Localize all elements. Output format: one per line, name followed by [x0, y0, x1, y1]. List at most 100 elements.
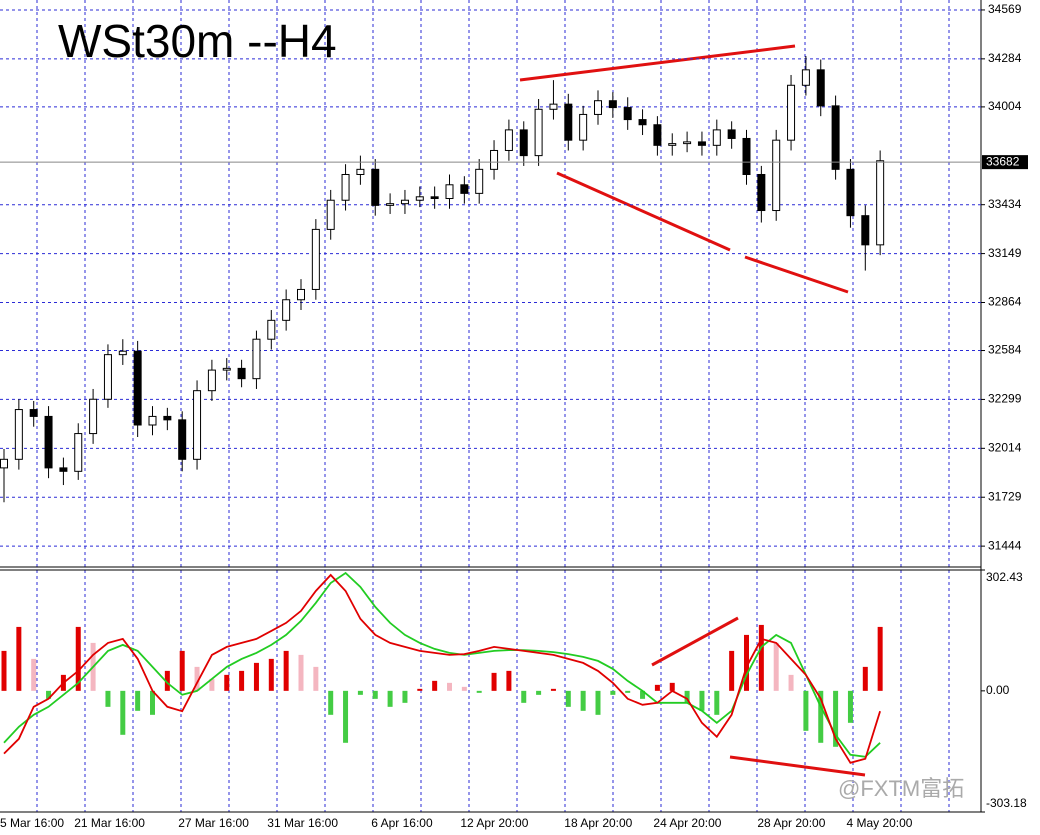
histogram-bar [788, 674, 794, 691]
y-tick-label: 34284 [988, 51, 1022, 65]
histogram-bar [699, 690, 705, 711]
y-tick-label: 31729 [988, 489, 1022, 503]
histogram-bar [521, 690, 527, 703]
histogram-bar [357, 690, 363, 695]
x-tick-label: 31 Mar 16:00 [267, 816, 338, 830]
candle-body [207, 369, 216, 392]
candle-body [267, 319, 276, 340]
histogram-bar [209, 678, 215, 691]
candle-body [831, 105, 840, 170]
histogram-bar [283, 650, 289, 691]
candle-body [490, 149, 499, 170]
histogram-bar [105, 690, 111, 707]
histogram-bar [847, 690, 853, 723]
x-tick-label: 4 May 20:00 [846, 816, 912, 830]
current-price-box [982, 155, 1028, 170]
chart-title: WSt30m --H4 [58, 15, 337, 67]
histogram-bar [491, 672, 497, 691]
histogram-bar [714, 690, 720, 715]
trend-line [729, 755, 866, 777]
histogram-bar [417, 688, 423, 691]
candle-body [356, 168, 365, 175]
y-tick-label: -303.18 [986, 796, 1027, 810]
candle-body [742, 137, 751, 175]
candle-body [608, 100, 617, 109]
x-tick-label: 27 Mar 16:00 [178, 816, 249, 830]
histogram-bar [862, 666, 868, 691]
histogram-bar [75, 626, 81, 691]
candle-body [787, 84, 796, 141]
histogram-bar [654, 684, 660, 691]
histogram-bar [253, 662, 259, 691]
annotations [519, 44, 866, 777]
candle-body [326, 199, 335, 230]
histogram-bar [625, 690, 631, 693]
candle-body [668, 143, 677, 146]
histogram-bar [744, 634, 749, 691]
histogram-bar [536, 690, 542, 695]
x-tick-label: 24 Apr 20:00 [653, 816, 721, 830]
candle-body [148, 415, 157, 426]
trend-line [519, 44, 796, 82]
histogram-bar [224, 674, 230, 691]
candle-body [579, 113, 588, 141]
histogram-bar [684, 690, 690, 703]
candle-body [386, 203, 395, 206]
candle-body [178, 419, 187, 460]
candle-body [0, 458, 8, 469]
histogram-bar [31, 658, 37, 691]
histogram-bar [402, 690, 408, 703]
candle-body [118, 350, 127, 356]
candle-body [623, 107, 632, 121]
x-tick-label: 18 Apr 20:00 [564, 816, 632, 830]
histogram-bar [387, 690, 393, 707]
y-tick-label: 34004 [988, 99, 1022, 113]
histogram-bar [343, 690, 349, 743]
candle-body [252, 338, 261, 380]
histogram-bar [729, 650, 735, 691]
candle-body [237, 367, 246, 380]
trend-line [651, 616, 739, 667]
histogram-bar [164, 670, 170, 691]
candle-body [564, 103, 573, 141]
histogram-bar [239, 670, 245, 691]
histogram-bar [1, 650, 7, 691]
histogram-bar [640, 690, 646, 699]
candle-body [846, 168, 855, 217]
candle-body [772, 139, 781, 212]
candle-body [816, 69, 825, 107]
histogram-bar [328, 690, 334, 715]
histogram-bar [580, 690, 586, 711]
trend-line [744, 255, 849, 294]
macd-line [3, 573, 881, 764]
candle-body [282, 299, 291, 321]
histogram-bar [268, 658, 274, 691]
candle-body [44, 415, 53, 469]
candle-body [400, 199, 409, 205]
candle-body [757, 173, 766, 212]
y-tick-label: 32584 [988, 343, 1022, 357]
candle-body [297, 288, 305, 301]
watermark: @FXTM富拓 [838, 776, 964, 801]
y-tick-label: 302.43 [986, 570, 1023, 584]
x-tick-label: 6 Apr 16:00 [371, 816, 433, 830]
candle-body [876, 160, 885, 246]
trend-line [556, 171, 731, 252]
y-tick-label: 32014 [988, 441, 1022, 455]
candle-body [445, 184, 454, 200]
histogram-bar [877, 626, 883, 691]
histogram-bar [432, 680, 438, 691]
candle-body [519, 129, 528, 157]
histogram-bar [773, 642, 779, 691]
histogram-bar [298, 654, 304, 691]
histogram-bar [120, 690, 126, 735]
candle-body [861, 215, 870, 246]
histogram-bar [803, 690, 809, 731]
candle-body [415, 196, 424, 201]
histogram-bar [565, 690, 571, 707]
histogram-bar [595, 690, 601, 715]
candle-body [534, 108, 543, 157]
candle-body [683, 141, 692, 145]
y-tick-label: 34569 [988, 2, 1022, 16]
histogram-bar [135, 690, 141, 711]
